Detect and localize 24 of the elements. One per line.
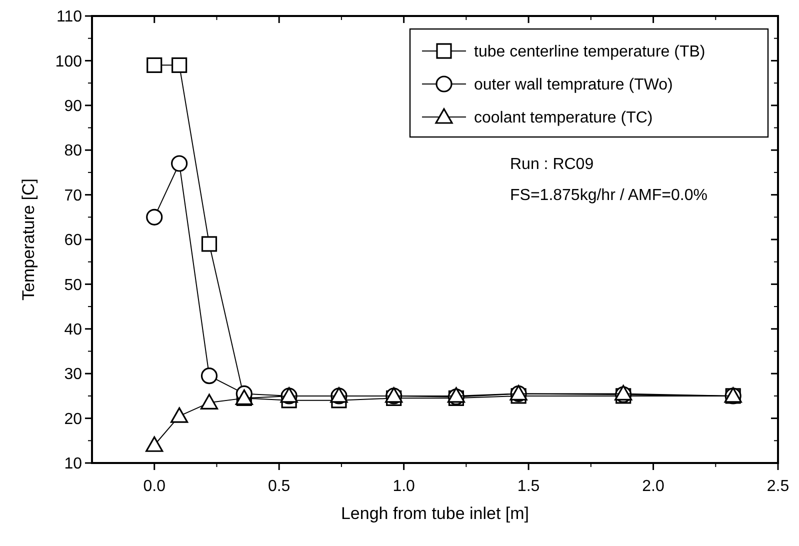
y-tick-label: 30 — [64, 366, 82, 384]
annotation: FS=1.875kg/hr / AMF=0.0% — [510, 187, 708, 204]
y-tick-label: 110 — [56, 8, 82, 26]
y-tick-label: 70 — [64, 187, 82, 204]
y-tick-label: 60 — [64, 232, 82, 250]
y-tick-label: 20 — [64, 410, 82, 428]
y-tick-label: 100 — [55, 53, 82, 70]
x-tick-label: 2.0 — [642, 478, 664, 495]
y-tick-label: 40 — [64, 322, 82, 338]
legend-label: outer wall temprature (TWo) — [474, 76, 673, 94]
x-tick-label: 1.5 — [517, 478, 540, 495]
y-tick-label: 50 — [64, 276, 82, 294]
x-tick-label: 0.5 — [268, 478, 290, 495]
x-tick-label: 2.5 — [766, 478, 790, 495]
x-tick-label: 1.0 — [392, 478, 416, 495]
y-tick-label: 80 — [64, 142, 82, 160]
x-axis-title: Lengh from tube inlet [m] — [340, 504, 530, 523]
y-tick-label: 10 — [64, 456, 82, 473]
x-tick-label: 0.0 — [143, 478, 166, 495]
y-axis-title: Temperature [C] — [19, 178, 38, 300]
legend-label: coolant temperature (TC) — [474, 110, 653, 127]
annotation: Run : RC09 — [510, 156, 594, 173]
y-tick-label: 90 — [64, 98, 82, 115]
legend-label: tube centerline temperature (TB) — [474, 44, 706, 61]
